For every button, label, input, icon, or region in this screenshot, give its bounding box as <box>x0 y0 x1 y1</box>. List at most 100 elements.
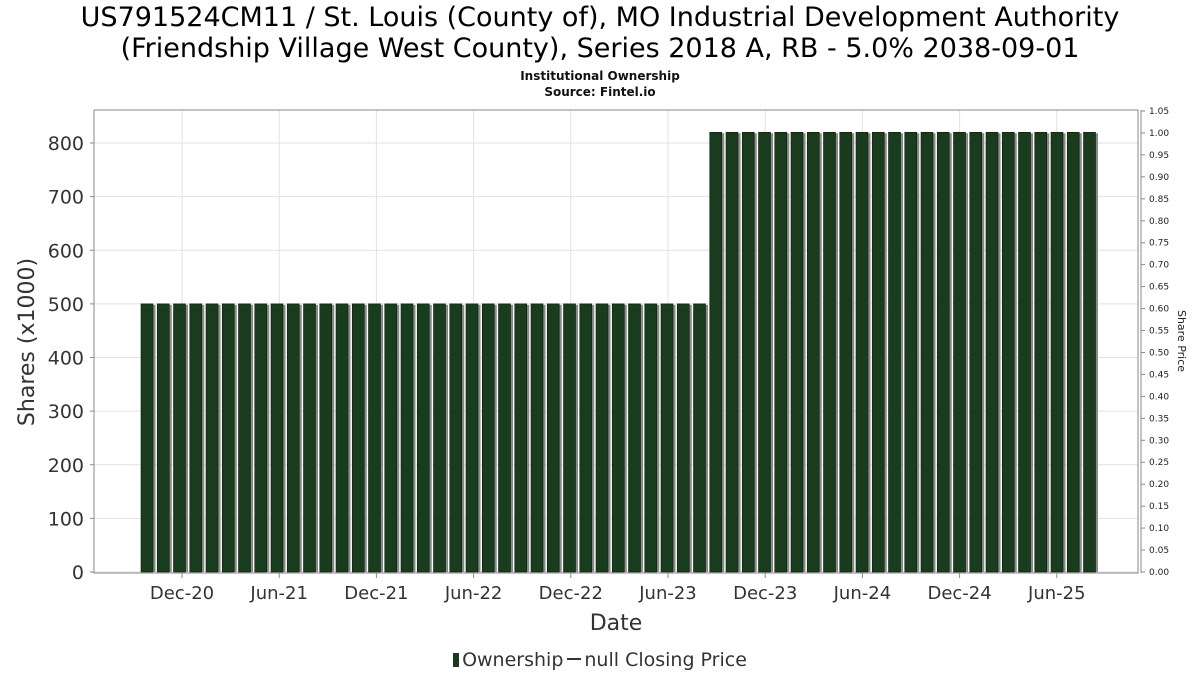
axes <box>90 109 1145 578</box>
y2-tick-label: 0.50 <box>1149 348 1169 358</box>
bar <box>871 131 885 573</box>
y2-tick-label: 0.20 <box>1149 480 1169 490</box>
x-tick-label: Jun-24 <box>833 583 892 604</box>
y-tick-label: 600 <box>48 240 84 262</box>
y2-tick-label: 0.70 <box>1149 261 1169 271</box>
legend: Ownership null Closing Price <box>0 648 1200 672</box>
chart-subtitle-line1: Institutional Ownership <box>520 69 680 83</box>
x-tick-label: Dec-20 <box>150 583 214 604</box>
bar <box>790 131 804 573</box>
y2-tick-label: 0.05 <box>1149 546 1169 556</box>
bar <box>530 303 544 573</box>
x-tick-label: Dec-23 <box>733 583 797 604</box>
y2-axis-title: Share Price <box>1175 310 1188 372</box>
x-tick-label: Jun-22 <box>444 583 503 604</box>
bar <box>725 131 739 573</box>
bar <box>303 303 316 573</box>
bar <box>758 131 771 573</box>
y2-tick-label: 0.75 <box>1149 239 1169 249</box>
bar <box>1001 131 1015 573</box>
y-tick-label: 0 <box>72 562 84 584</box>
y-tick-label: 100 <box>48 508 84 530</box>
bar <box>254 303 268 573</box>
y2-tick-label: 0.95 <box>1149 151 1169 161</box>
y2-tick-label: 0.85 <box>1149 195 1169 205</box>
legend-ownership-label: Ownership <box>462 649 564 671</box>
bar <box>546 303 560 573</box>
y2-tick-label: 0.55 <box>1149 327 1169 337</box>
bar <box>936 131 950 573</box>
bar <box>855 131 869 573</box>
y-tick-label: 300 <box>48 401 84 423</box>
chart-subtitle-line2: Source: Fintel.io <box>544 85 656 99</box>
y2-tick-label: 0.90 <box>1149 173 1169 183</box>
bar <box>140 303 154 573</box>
y2-tick-label: 0.40 <box>1149 392 1169 402</box>
y2-tick-label: 0.10 <box>1149 524 1169 534</box>
bar <box>985 131 999 573</box>
y-tick-label: 200 <box>48 455 84 477</box>
x-tick-label: Jun-23 <box>638 583 697 604</box>
bar <box>628 303 641 573</box>
chart-title-line2: (Friendship Village West County), Series… <box>120 33 1080 64</box>
bar <box>433 303 446 573</box>
x-axis-title: Date <box>590 611 643 636</box>
bar <box>969 131 983 573</box>
legend-price-label: null Closing Price <box>584 649 747 671</box>
y2-tick-label: 0.45 <box>1149 370 1169 380</box>
bar <box>384 303 398 573</box>
bar <box>904 131 918 573</box>
x-tick-label: Dec-24 <box>927 583 991 604</box>
chart-title: US791524CM11 / St. Louis (County of), MO… <box>0 2 1200 64</box>
bar <box>1034 131 1048 573</box>
bar <box>351 303 365 573</box>
bar <box>595 303 609 573</box>
bar <box>660 303 674 573</box>
bar <box>709 131 723 573</box>
bar <box>173 303 186 573</box>
bar <box>693 303 706 573</box>
bar <box>953 131 966 573</box>
bar <box>611 303 625 573</box>
x-tick-label: Jun-25 <box>1027 583 1086 604</box>
y2-tick-label: 0.15 <box>1149 502 1169 512</box>
axis-labels: 0 100 200 300 400 500 600 700 800 0.00 0.05 0.10 0.1… <box>15 107 1188 636</box>
bars <box>140 131 1098 573</box>
y2-tick-label: 0.80 <box>1149 217 1169 227</box>
plot-frame <box>93 109 1139 574</box>
y2-tick-label: 0.30 <box>1149 436 1169 446</box>
bar <box>823 131 836 573</box>
bar <box>189 303 203 573</box>
bar <box>774 131 788 573</box>
legend-ownership-swatch <box>453 653 460 667</box>
bar <box>465 303 479 573</box>
bar <box>1050 131 1064 573</box>
bar <box>741 131 755 573</box>
bar <box>416 303 430 573</box>
x-tick-label: Dec-21 <box>344 583 408 604</box>
bar <box>205 303 219 573</box>
x-tick-label: Dec-22 <box>539 583 603 604</box>
bar <box>286 303 300 573</box>
bar <box>1018 131 1031 573</box>
bar <box>644 303 658 573</box>
bar <box>888 131 901 573</box>
bar <box>498 303 511 573</box>
y-tick-label: 500 <box>48 294 84 316</box>
bar <box>270 303 284 573</box>
y2-tick-label: 0.25 <box>1149 458 1169 468</box>
bar <box>563 303 576 573</box>
bar <box>806 131 820 573</box>
chart-title-line1: US791524CM11 / St. Louis (County of), MO… <box>80 2 1120 33</box>
y-axis-title: Shares (x1000) <box>15 258 40 426</box>
bar <box>319 303 333 573</box>
y-tick-label: 400 <box>48 348 84 370</box>
bar <box>156 303 170 573</box>
bar <box>514 303 528 573</box>
y2-tick-label: 1.05 <box>1149 107 1169 117</box>
y2-tick-label: 0.65 <box>1149 283 1169 293</box>
bar <box>335 303 349 573</box>
bar <box>368 303 381 573</box>
x-tick-label: Jun-21 <box>249 583 308 604</box>
